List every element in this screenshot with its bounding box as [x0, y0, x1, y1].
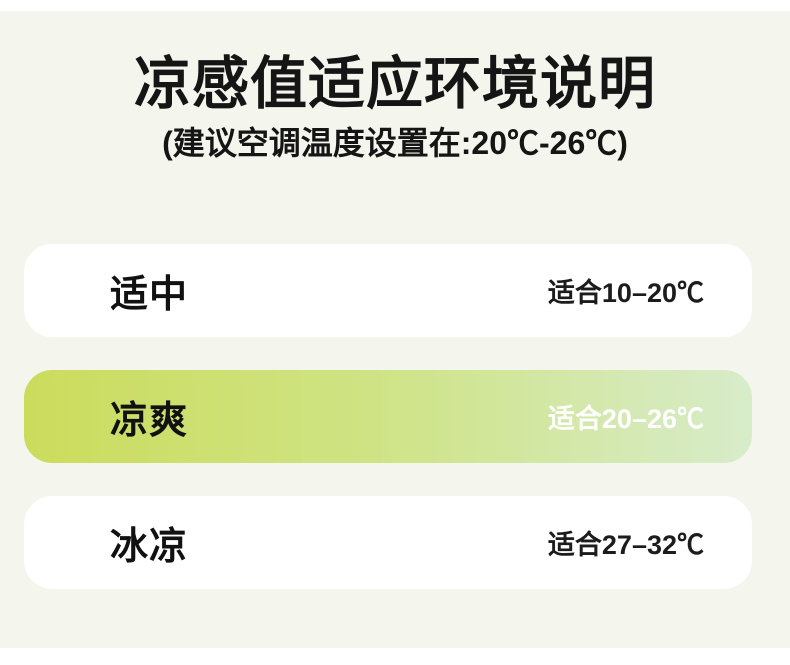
level-label: 适中 — [110, 274, 189, 316]
cooling-level-row-cool-highlighted: 凉爽 适合20–26℃ — [24, 370, 752, 463]
level-temperature-range: 适合10–20℃ — [547, 278, 704, 308]
page-subtitle: (建议空调温度设置在:20℃-26℃) — [162, 125, 628, 161]
level-label: 冰凉 — [110, 526, 189, 568]
level-temperature-range: 适合27–32℃ — [547, 530, 704, 560]
cooling-level-row-icy: 冰凉 适合27–32℃ — [24, 496, 752, 589]
page-title: 凉感值适应环境说明 — [134, 52, 656, 116]
cooling-level-row-moderate: 适中 适合10–20℃ — [24, 244, 752, 337]
level-temperature-range: 适合20–26℃ — [547, 404, 704, 434]
level-label: 凉爽 — [110, 400, 189, 442]
cooling-level-list: 适中 适合10–20℃ 凉爽 适合20–26℃ 冰凉 适合27–32℃ — [24, 244, 752, 589]
cooling-guide-panel: 凉感值适应环境说明 (建议空调温度设置在:20℃-26℃) 适中 适合10–20… — [0, 11, 790, 648]
